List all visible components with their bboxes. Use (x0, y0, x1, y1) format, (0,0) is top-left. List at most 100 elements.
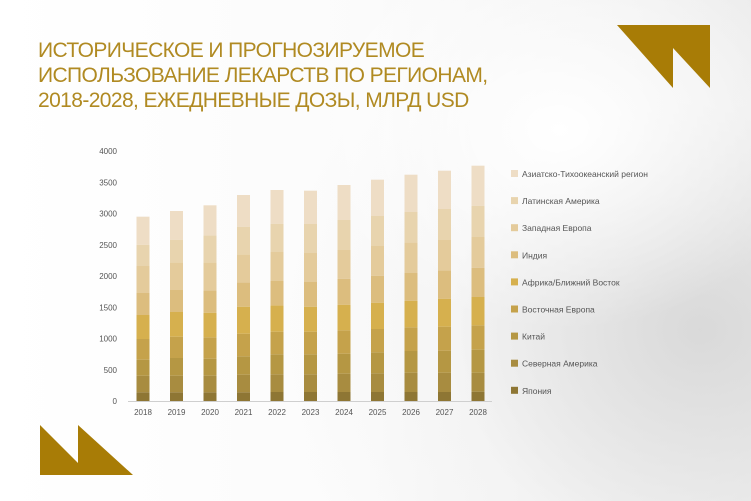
bar-segment (471, 297, 485, 326)
bar-segment (170, 375, 183, 393)
legend-label: Африка/Ближний Восток (522, 277, 620, 287)
y-tick-label: 1000 (99, 335, 117, 344)
bar-segment (371, 216, 384, 246)
bar-segment (371, 373, 384, 392)
legend-label: Азиатско-Тихоокеанский регион (522, 169, 648, 179)
legend-label: Япония (522, 386, 552, 396)
bar-segment (471, 391, 485, 401)
legend-swatch (511, 305, 518, 313)
bar-segment (304, 331, 317, 355)
bar-segment (170, 312, 183, 337)
bar-segment (438, 270, 451, 299)
bar-segment (371, 275, 384, 303)
bar-segment (337, 392, 351, 401)
bar-segment (136, 266, 150, 293)
bar-segment (337, 330, 351, 354)
bar-segment (136, 315, 150, 339)
bar-segment (438, 372, 451, 392)
bar-segment (203, 392, 217, 401)
legend-label: Западная Европа (522, 223, 592, 233)
y-tick-label: 3000 (99, 210, 117, 219)
bar-segment (337, 185, 351, 220)
bar-segment (270, 281, 284, 306)
legend-label: Индия (522, 250, 548, 260)
legend-swatch (511, 278, 518, 286)
legend-swatch (511, 251, 518, 259)
bar-segment (270, 190, 284, 224)
bar-segment (404, 300, 418, 328)
bar-segment (203, 290, 217, 313)
bar-segment (203, 312, 217, 338)
bar-segment (471, 349, 485, 373)
legend-swatch (511, 386, 518, 394)
x-tick-label: 2019 (168, 408, 186, 417)
bar-segment (337, 353, 351, 374)
bar-segment (371, 302, 384, 329)
chart-title: ИСТОРИЧЕСКОЕ И ПРОГНОЗИРУЕМОЕ ИСПОЛЬЗОВА… (38, 38, 488, 113)
bar-segment (237, 254, 250, 283)
bar-segment (304, 224, 317, 253)
x-tick-label: 2026 (402, 408, 420, 417)
bar-segment (337, 278, 351, 305)
bar-segment (371, 179, 384, 216)
bar-segment (404, 212, 418, 243)
bar-segment (203, 358, 217, 376)
legend-label: Северная Америка (522, 359, 598, 369)
bar-segment (237, 282, 250, 307)
bar-segment (404, 174, 418, 212)
bar-segment (237, 333, 250, 357)
bar-segment (270, 392, 284, 401)
bar-segment (438, 209, 451, 240)
x-tick-label: 2027 (436, 408, 454, 417)
y-tick-label: 1500 (99, 303, 117, 312)
legend-label: Восточная Европа (522, 305, 595, 315)
bar-segment (438, 350, 451, 373)
bar-segment (304, 374, 317, 392)
y-tick-label: 4000 (99, 147, 117, 156)
bar-segment (471, 205, 485, 237)
bar-segment (237, 374, 250, 393)
bar-segment (270, 223, 284, 252)
bar-segment (304, 354, 317, 375)
bar-segment (136, 392, 150, 401)
y-tick-label: 2000 (99, 272, 117, 281)
bar-segment (404, 351, 418, 373)
bar-segment (203, 337, 217, 359)
bar-segment (170, 392, 183, 401)
bar-segment (404, 392, 418, 401)
bar-segment (170, 358, 183, 376)
x-tick-label: 2022 (268, 408, 286, 417)
title-line-1: ИСТОРИЧЕСКОЕ И ПРОГНОЗИРУЕМОЕ (38, 39, 425, 62)
bar-segment (136, 293, 150, 315)
bar-segment (438, 170, 451, 209)
bar-segment (304, 190, 317, 224)
bar-segment (170, 290, 183, 312)
bar-segment (304, 282, 317, 307)
legend-label: Латинская Америка (522, 196, 600, 206)
bar-segment (170, 336, 183, 358)
bar-segment (136, 359, 150, 376)
bar-segment (404, 242, 418, 273)
y-tick-label: 0 (113, 397, 118, 406)
bar-segment (337, 304, 351, 331)
bar-segment (304, 392, 317, 401)
bar-segment (270, 305, 284, 332)
bar-segment (471, 267, 485, 297)
bar-segment (270, 252, 284, 281)
bottom-left-chevron-shape (40, 425, 133, 475)
x-tick-label: 2028 (469, 408, 487, 417)
y-tick-label: 3500 (99, 178, 117, 187)
top-right-chevron-shape (617, 25, 710, 88)
bar-segment (270, 354, 284, 375)
title-line-3: 2018-2028, ЕЖЕДНЕВНЫЕ ДОЗЫ, МЛРД USD (38, 89, 469, 112)
bar-segment (404, 273, 418, 301)
bar-segment (471, 325, 485, 350)
bar-segment (371, 246, 384, 276)
bar-segment (203, 235, 217, 263)
legend-swatch (511, 359, 518, 367)
x-tick-label: 2021 (235, 408, 253, 417)
bar-segment (371, 352, 384, 374)
bar-segment (237, 356, 250, 375)
